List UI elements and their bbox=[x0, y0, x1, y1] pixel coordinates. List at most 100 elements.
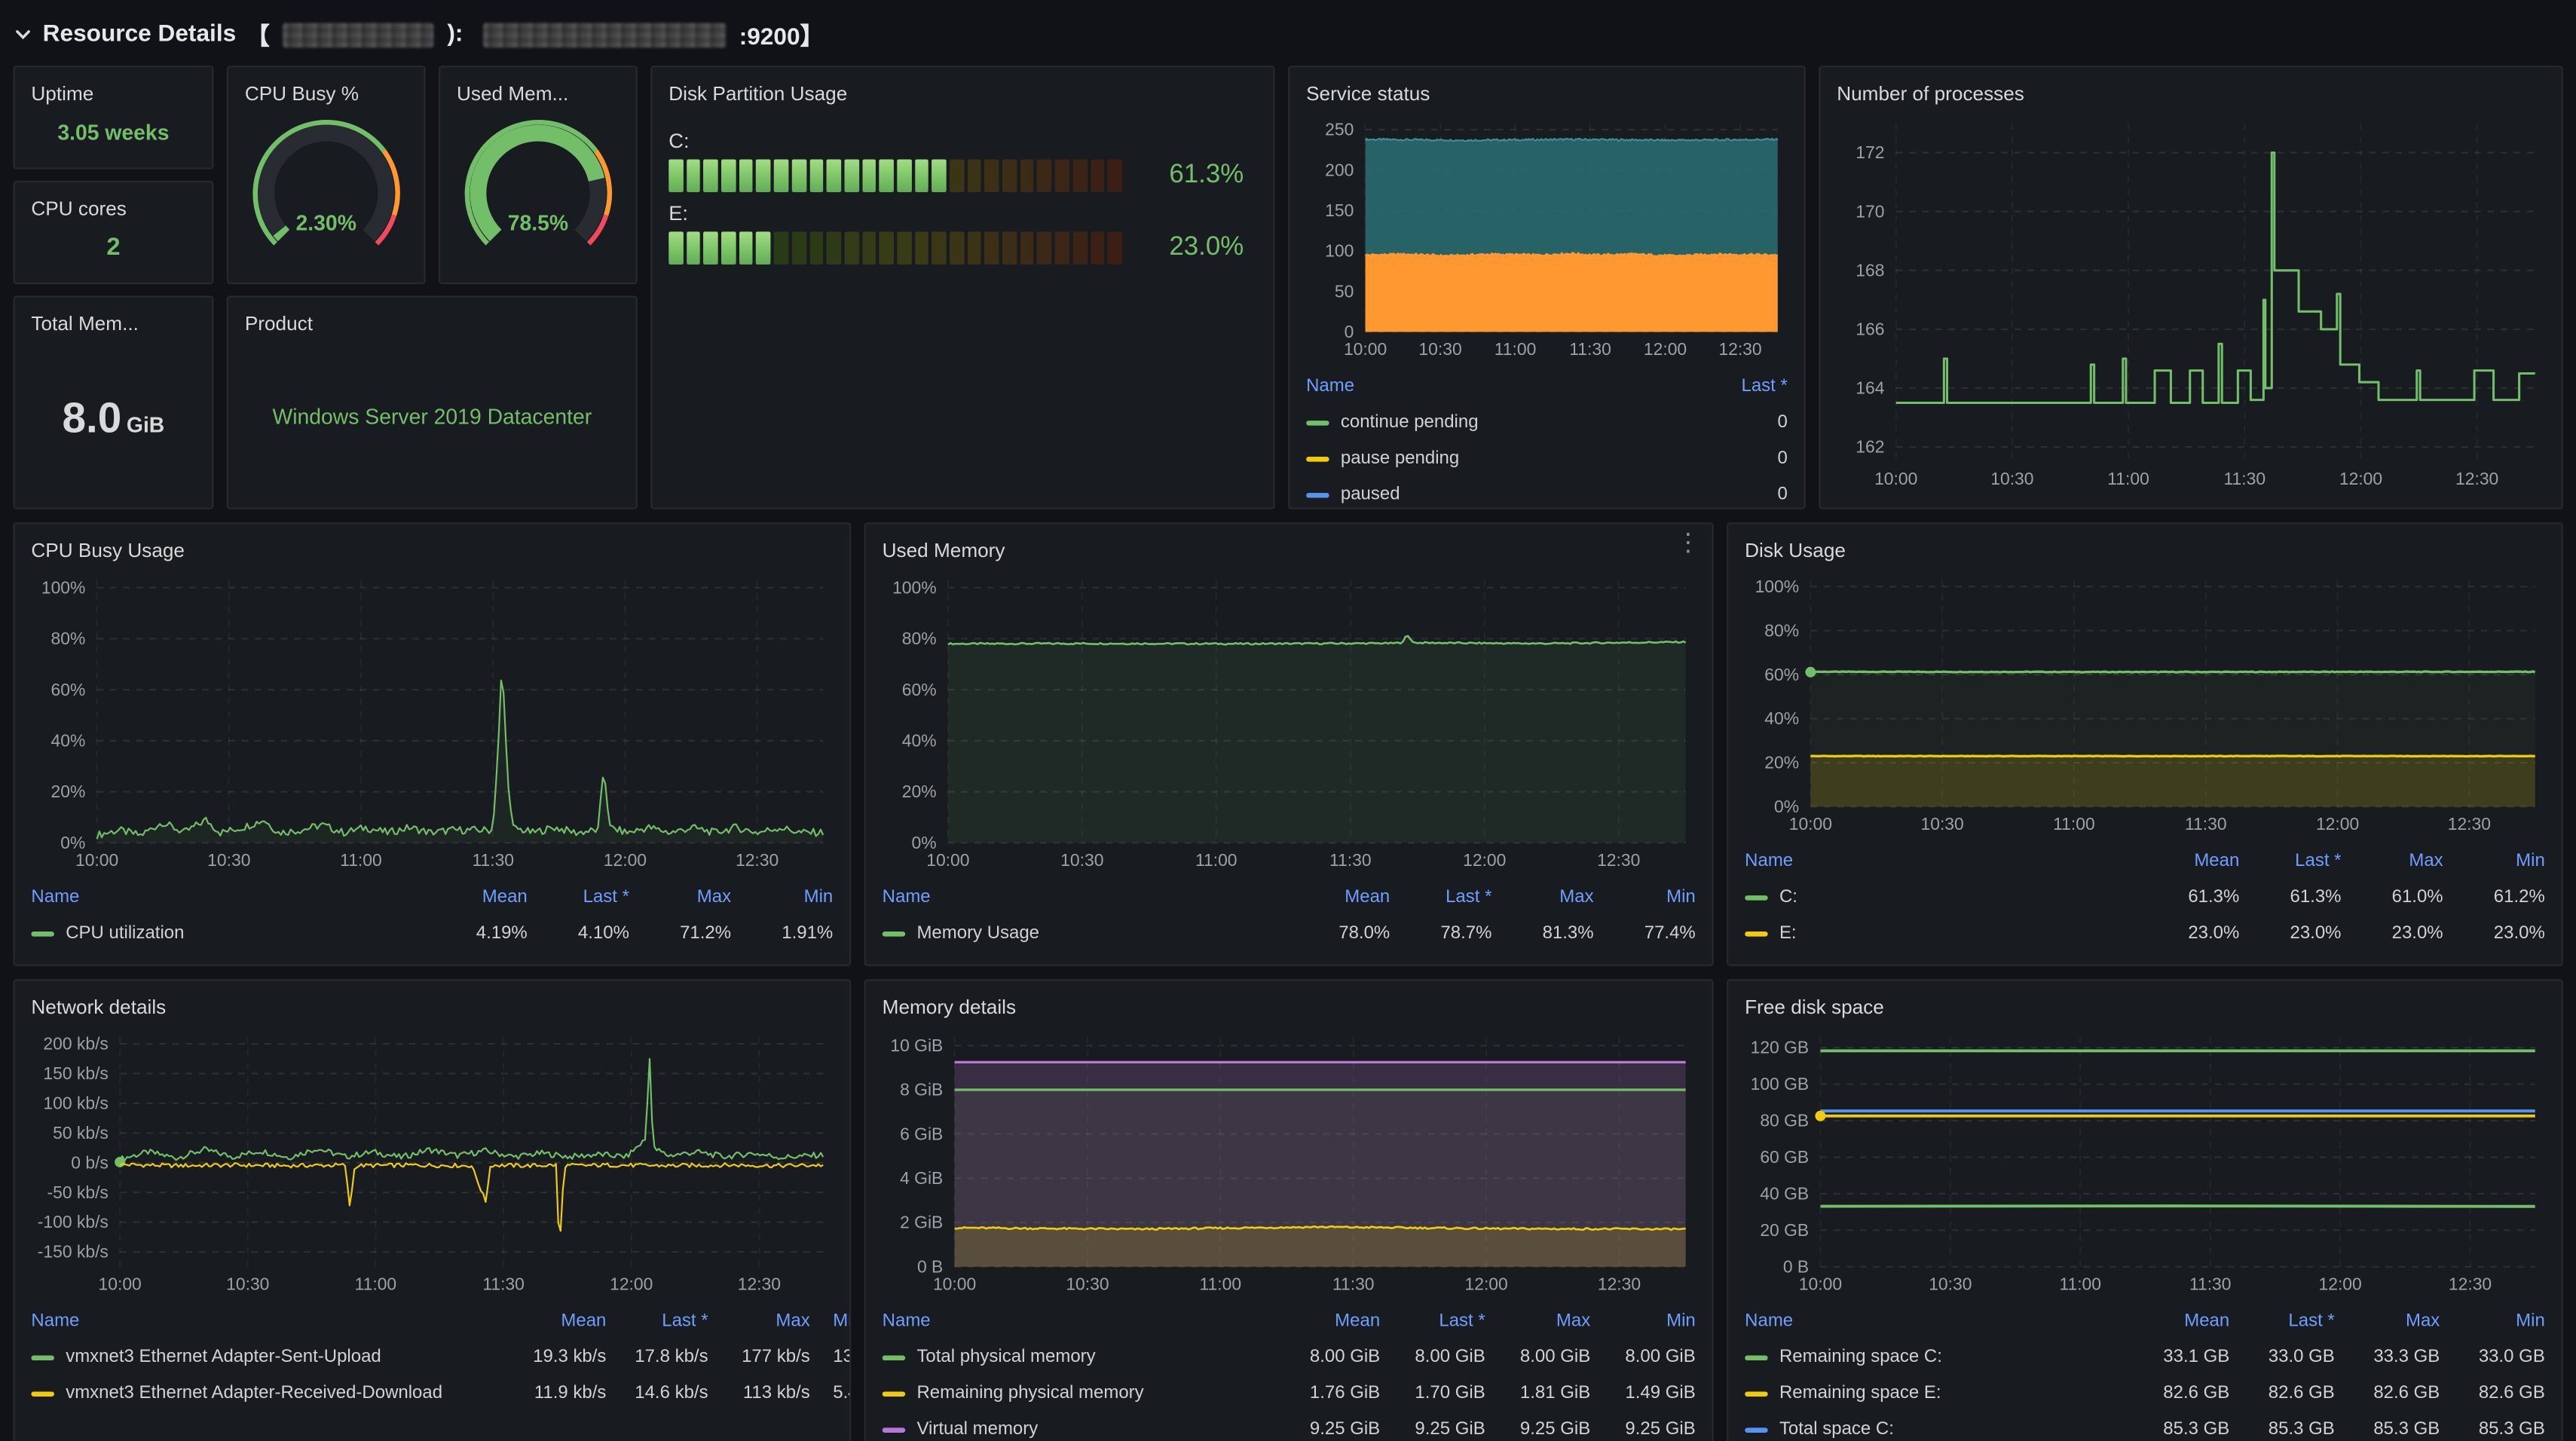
series-name[interactable]: Remaining space C: bbox=[1779, 1347, 1942, 1367]
legend-header[interactable]: Mean bbox=[1335, 1311, 1381, 1331]
legend-header[interactable]: Mean bbox=[561, 1311, 607, 1331]
legend-value: 85.3 GB bbox=[2268, 1419, 2335, 1439]
service-status-chart[interactable]: 0 50 100 150 200 250 10:00 10:30 11:00 11:30 12:00… bbox=[1306, 110, 1788, 365]
legend-header[interactable]: Last * bbox=[2288, 1311, 2335, 1331]
legend-header[interactable]: Name bbox=[31, 1311, 80, 1331]
legend-value: 9.25 GiB bbox=[1625, 1419, 1696, 1439]
series-name[interactable]: Total physical memory bbox=[916, 1347, 1096, 1367]
panel-title[interactable]: Number of processes bbox=[1837, 82, 2024, 106]
series-name[interactable]: vmxnet3 Ethernet Adapter-Received-Downlo… bbox=[66, 1383, 443, 1403]
bargauge-cell bbox=[826, 231, 841, 265]
svg-text:10:00: 10:00 bbox=[1874, 469, 1917, 488]
svg-text:11:30: 11:30 bbox=[1329, 850, 1372, 870]
series-name[interactable]: Remaining space E: bbox=[1779, 1383, 1941, 1403]
series-name[interactable]: Remaining physical memory bbox=[916, 1383, 1144, 1403]
panel-title[interactable]: Product bbox=[244, 312, 313, 335]
panel-title[interactable]: Disk Usage bbox=[1745, 539, 1846, 562]
dashboard-row-header[interactable]: Resource Details 【 ): :9200】 bbox=[13, 13, 2562, 56]
series-name[interactable]: vmxnet3 Ethernet Adapter-Sent-Upload bbox=[66, 1347, 381, 1367]
memory-details-chart[interactable]: 10 GiB 8 GiB 6 GiB 4 GiB 2 GiB 0 B 10:00 10:30 1… bbox=[883, 1023, 1696, 1299]
disk-usage-chart[interactable]: 0% 20% 40% 60% 80% 100% 10:00 10:30 11:00 11:30 12… bbox=[1745, 567, 2545, 840]
svg-text:100%: 100% bbox=[1755, 577, 1800, 596]
bargauge-cell bbox=[1054, 231, 1069, 265]
series-color-marker bbox=[1745, 1427, 1768, 1432]
legend-header[interactable]: Mean bbox=[482, 887, 528, 907]
partition-bargauge[interactable]: 61.3% bbox=[668, 159, 1256, 193]
legend-header[interactable]: Name bbox=[1306, 376, 1355, 396]
panel-title[interactable]: Service status bbox=[1306, 82, 1430, 106]
legend-header[interactable]: Name bbox=[882, 887, 931, 907]
series-name[interactable]: paused bbox=[1340, 485, 1400, 505]
bargauge-cell bbox=[774, 231, 788, 265]
used-memory-chart[interactable]: 0% 20% 40% 60% 80% 100% 10:00 10:30 11:00 11:30 12… bbox=[883, 567, 1696, 876]
network-details-chart[interactable]: 200 kb/s 150 kb/s 100 kb/s 50 kb/s 0 b/s -50 … bbox=[31, 1023, 833, 1299]
legend-header[interactable]: Last * bbox=[583, 887, 629, 907]
svg-text:50 kb/s: 50 kb/s bbox=[53, 1123, 109, 1143]
panel-title[interactable]: Total Mem... bbox=[31, 312, 139, 335]
legend-header[interactable]: Min bbox=[2516, 851, 2545, 871]
series-name[interactable]: C: bbox=[1779, 887, 1797, 907]
panel-title[interactable]: Disk Partition Usage bbox=[668, 82, 848, 106]
free-disk-space-chart[interactable]: 120 GB 100 GB 80 GB 60 GB 40 GB 20 GB 0 B 10:00… bbox=[1745, 1023, 2545, 1299]
kebab-menu-icon[interactable]: ⋮ bbox=[1675, 528, 1701, 558]
legend-table: Name Mean Last * Max Min CPU utilization 4.19%… bbox=[31, 879, 833, 951]
legend-header[interactable]: Last * bbox=[1741, 376, 1788, 396]
chevron-down-icon[interactable] bbox=[13, 25, 32, 44]
bargauge-cell bbox=[686, 159, 701, 193]
panel-title[interactable]: CPU Busy % bbox=[244, 82, 359, 106]
redacted-text bbox=[482, 22, 727, 47]
legend-header[interactable]: Max bbox=[2409, 851, 2443, 871]
legend-value: 17.8 kb/s bbox=[635, 1347, 708, 1367]
series-name[interactable]: Virtual memory bbox=[916, 1419, 1039, 1439]
panel-title[interactable]: Used Memory bbox=[882, 539, 1005, 562]
legend-header[interactable]: Min bbox=[1666, 887, 1696, 907]
legend-value: 78.0% bbox=[1338, 923, 1390, 944]
legend-header[interactable]: Min bbox=[833, 1311, 849, 1331]
bargauge-cell bbox=[1037, 231, 1052, 265]
used-memory-gauge[interactable]: 78.5% bbox=[457, 110, 620, 277]
panel-title[interactable]: Free disk space bbox=[1745, 996, 1884, 1019]
partition-bargauge[interactable]: 23.0% bbox=[668, 231, 1256, 265]
legend-header[interactable]: Min bbox=[2516, 1311, 2545, 1331]
series-name[interactable]: CPU utilization bbox=[66, 923, 185, 944]
legend-header-row: Name Mean Last * Max Min bbox=[31, 879, 833, 915]
legend-header[interactable]: Max bbox=[776, 1311, 810, 1331]
legend-header-row: Name Last * bbox=[1306, 368, 1788, 404]
panel-title[interactable]: Used Mem... bbox=[457, 82, 569, 106]
legend-header[interactable]: Mean bbox=[2184, 1311, 2230, 1331]
legend-header[interactable]: Last * bbox=[662, 1311, 708, 1331]
legend-header[interactable]: Mean bbox=[1345, 887, 1390, 907]
row-title[interactable]: Resource Details bbox=[42, 21, 237, 48]
cpu-busy-usage-chart[interactable]: 0% 20% 40% 60% 80% 100% 10:00 10:30 11:00 11:30 12… bbox=[31, 567, 833, 876]
series-name[interactable]: continue pending bbox=[1340, 412, 1479, 433]
series-color-marker bbox=[1745, 930, 1768, 936]
legend-header[interactable]: Max bbox=[1559, 887, 1594, 907]
legend-header[interactable]: Max bbox=[2405, 1311, 2440, 1331]
cpu-busy-gauge[interactable]: 2.30% bbox=[245, 110, 408, 277]
legend-header[interactable]: Last * bbox=[2295, 851, 2342, 871]
panel-title[interactable]: Network details bbox=[31, 996, 167, 1019]
panel-title[interactable]: CPU cores bbox=[31, 197, 127, 221]
legend-header[interactable]: Last * bbox=[1439, 1311, 1485, 1331]
panel-title[interactable]: Uptime bbox=[31, 82, 94, 106]
legend-header[interactable]: Max bbox=[696, 887, 732, 907]
bargauge-cell bbox=[1072, 159, 1088, 193]
svg-text:10:00: 10:00 bbox=[1344, 339, 1387, 359]
processes-chart[interactable]: 162 164 166 168 170 172 10:00 10:30 11:00 11:30 12… bbox=[1837, 110, 2545, 494]
series-name[interactable]: Total space C: bbox=[1779, 1419, 1894, 1439]
panel-title[interactable]: CPU Busy Usage bbox=[31, 539, 185, 562]
legend-header[interactable]: Mean bbox=[2194, 851, 2240, 871]
legend-header[interactable]: Name bbox=[31, 887, 80, 907]
panel-title[interactable]: Memory details bbox=[882, 996, 1017, 1019]
legend-header[interactable]: Name bbox=[1745, 851, 1794, 871]
series-name[interactable]: pause pending bbox=[1340, 448, 1460, 469]
series-name[interactable]: E: bbox=[1779, 923, 1797, 944]
series-name[interactable]: Memory Usage bbox=[916, 923, 1040, 944]
legend-header[interactable]: Min bbox=[1666, 1311, 1696, 1331]
legend-header[interactable]: Max bbox=[1556, 1311, 1591, 1331]
svg-text:12:30: 12:30 bbox=[2449, 1274, 2492, 1293]
legend-header[interactable]: Last * bbox=[1446, 887, 1492, 907]
legend-header[interactable]: Name bbox=[1745, 1311, 1794, 1331]
legend-header[interactable]: Name bbox=[882, 1311, 931, 1331]
legend-header[interactable]: Min bbox=[803, 887, 834, 907]
